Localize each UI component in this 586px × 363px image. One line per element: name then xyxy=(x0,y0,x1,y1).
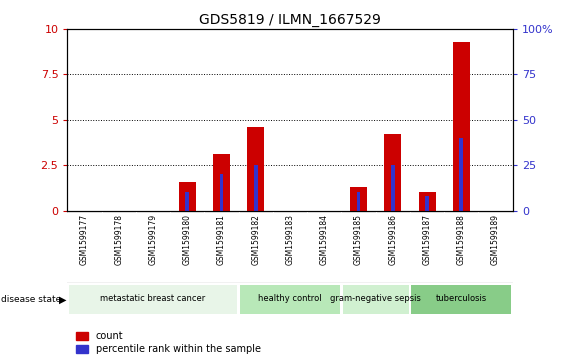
Bar xyxy=(343,285,408,314)
Text: GSM1599185: GSM1599185 xyxy=(354,214,363,265)
Bar xyxy=(240,285,340,314)
Text: GSM1599181: GSM1599181 xyxy=(217,214,226,265)
Text: GSM1599179: GSM1599179 xyxy=(148,214,158,265)
Text: GSM1599187: GSM1599187 xyxy=(423,214,432,265)
Bar xyxy=(220,174,223,211)
Title: GDS5819 / ILMN_1667529: GDS5819 / ILMN_1667529 xyxy=(199,13,381,26)
Text: gram-negative sepsis: gram-negative sepsis xyxy=(331,294,421,303)
Bar xyxy=(350,187,367,211)
Bar xyxy=(411,285,512,314)
Text: metastatic breast cancer: metastatic breast cancer xyxy=(100,294,206,303)
Text: GSM1599184: GSM1599184 xyxy=(320,214,329,265)
Text: GSM1599188: GSM1599188 xyxy=(457,214,466,265)
Text: GSM1599186: GSM1599186 xyxy=(389,214,397,265)
Text: GSM1599180: GSM1599180 xyxy=(183,214,192,265)
Bar xyxy=(391,165,395,211)
Text: ▶: ▶ xyxy=(59,294,66,305)
Bar xyxy=(357,192,360,211)
Text: disease state: disease state xyxy=(1,295,62,304)
Text: GSM1599189: GSM1599189 xyxy=(491,214,500,265)
Text: GSM1599182: GSM1599182 xyxy=(251,214,260,265)
Text: GSM1599178: GSM1599178 xyxy=(114,214,123,265)
Bar xyxy=(213,154,230,211)
Text: healthy control: healthy control xyxy=(258,294,322,303)
Bar xyxy=(418,192,435,211)
Bar xyxy=(185,192,189,211)
Text: GSM1599183: GSM1599183 xyxy=(285,214,295,265)
Bar xyxy=(247,127,264,211)
Bar xyxy=(69,285,237,314)
Bar xyxy=(459,138,464,211)
Bar xyxy=(179,182,196,211)
Bar xyxy=(425,196,429,211)
Bar xyxy=(254,165,258,211)
Bar xyxy=(453,42,470,211)
Text: tuberculosis: tuberculosis xyxy=(436,294,487,303)
Legend: count, percentile rank within the sample: count, percentile rank within the sample xyxy=(72,327,264,358)
Bar xyxy=(384,134,401,211)
Text: GSM1599177: GSM1599177 xyxy=(80,214,89,265)
